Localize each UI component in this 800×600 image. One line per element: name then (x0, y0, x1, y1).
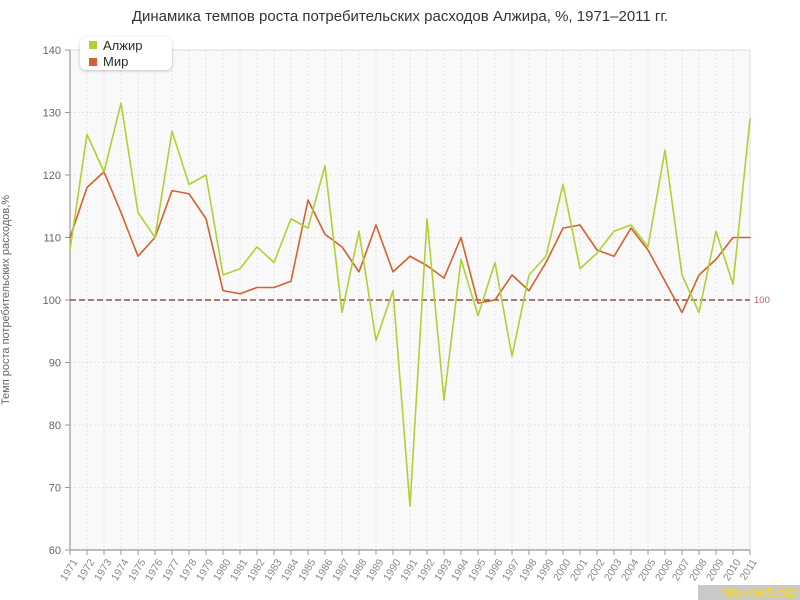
svg-text:130: 130 (43, 108, 61, 120)
svg-text:70: 70 (49, 483, 61, 495)
svg-text:60: 60 (49, 545, 61, 557)
svg-text:80: 80 (49, 420, 61, 432)
svg-text:120: 120 (43, 170, 61, 182)
svg-text:140: 140 (43, 45, 61, 57)
svg-text:100: 100 (43, 295, 61, 307)
svg-text:90: 90 (49, 358, 61, 370)
svg-text:100: 100 (754, 295, 770, 306)
svg-text:110: 110 (43, 233, 61, 245)
